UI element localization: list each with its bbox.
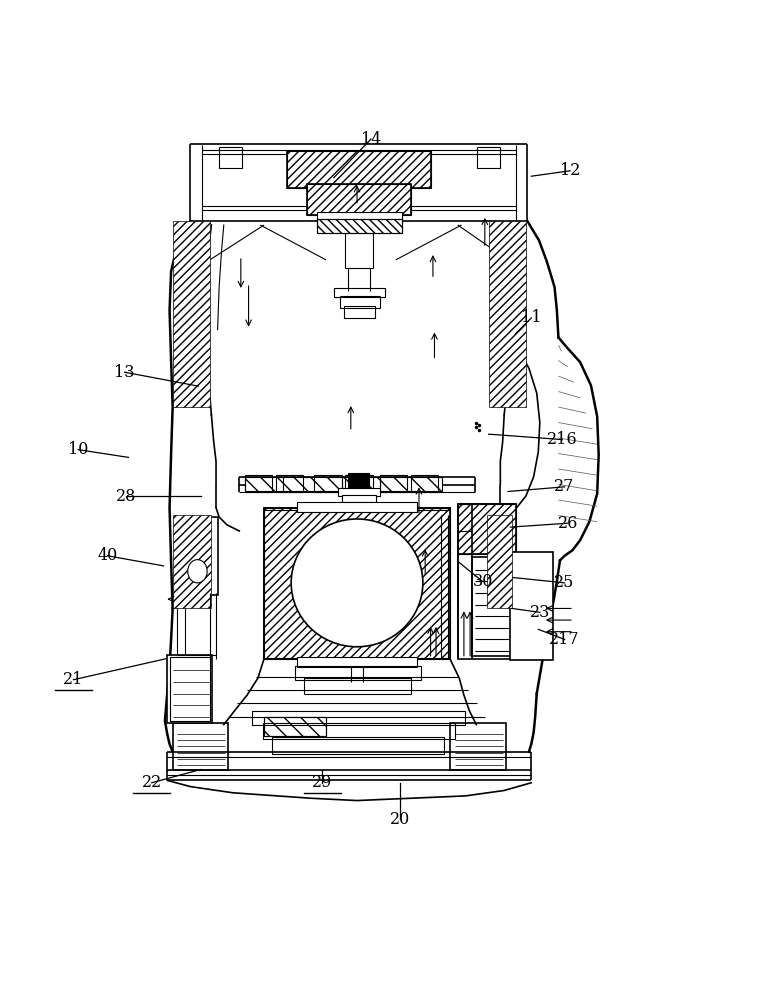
- Bar: [264, 508, 450, 659]
- Text: 30: 30: [473, 573, 493, 590]
- Bar: [317, 219, 402, 233]
- Text: 25: 25: [554, 574, 575, 591]
- Bar: [450, 723, 506, 770]
- Bar: [172, 221, 210, 407]
- Bar: [272, 737, 444, 754]
- Bar: [489, 221, 526, 407]
- Bar: [304, 678, 411, 694]
- Bar: [380, 477, 442, 491]
- Bar: [264, 717, 326, 736]
- Text: 14: 14: [361, 131, 381, 148]
- Bar: [472, 557, 538, 656]
- Text: 10: 10: [68, 441, 88, 458]
- Text: 23: 23: [530, 604, 550, 621]
- Bar: [458, 504, 516, 659]
- Ellipse shape: [291, 519, 423, 647]
- Bar: [307, 184, 411, 215]
- Bar: [338, 488, 380, 496]
- Bar: [458, 504, 516, 554]
- Text: 28: 28: [116, 488, 137, 505]
- Bar: [458, 504, 516, 554]
- Text: 27: 27: [554, 478, 575, 495]
- Bar: [334, 288, 385, 297]
- Bar: [264, 508, 450, 659]
- Bar: [264, 717, 326, 736]
- Text: 217: 217: [549, 631, 580, 648]
- Bar: [177, 517, 217, 595]
- Bar: [487, 515, 512, 608]
- Bar: [244, 475, 272, 492]
- Bar: [168, 655, 212, 723]
- Bar: [252, 711, 466, 725]
- Bar: [172, 515, 211, 608]
- Bar: [287, 151, 431, 188]
- Text: 21: 21: [64, 671, 84, 688]
- Bar: [296, 502, 417, 512]
- Bar: [264, 508, 450, 659]
- Bar: [341, 495, 376, 504]
- Bar: [344, 306, 375, 318]
- Bar: [296, 657, 417, 667]
- Bar: [477, 147, 501, 168]
- Bar: [317, 219, 402, 233]
- Bar: [275, 475, 303, 492]
- Bar: [283, 477, 345, 491]
- Bar: [317, 212, 402, 223]
- Bar: [244, 477, 307, 491]
- Text: 216: 216: [547, 431, 577, 448]
- Bar: [314, 475, 341, 492]
- Bar: [411, 475, 438, 492]
- Bar: [348, 473, 369, 492]
- Bar: [511, 552, 553, 660]
- Text: 22: 22: [141, 774, 162, 791]
- Bar: [345, 502, 372, 513]
- Bar: [341, 477, 404, 491]
- Text: 11: 11: [521, 309, 542, 326]
- Text: 26: 26: [557, 515, 578, 532]
- Text: 13: 13: [114, 364, 135, 381]
- Text: 20: 20: [390, 811, 410, 828]
- Bar: [380, 475, 407, 492]
- Text: 40: 40: [98, 547, 118, 564]
- Bar: [262, 723, 455, 739]
- Bar: [345, 475, 372, 492]
- Text: 12: 12: [559, 162, 580, 179]
- Bar: [172, 723, 228, 770]
- Bar: [295, 666, 421, 680]
- Bar: [170, 657, 210, 721]
- Text: 29: 29: [312, 774, 332, 791]
- Bar: [287, 151, 431, 188]
- Bar: [307, 184, 411, 215]
- Bar: [340, 296, 380, 308]
- Ellipse shape: [188, 560, 207, 583]
- Bar: [219, 147, 242, 168]
